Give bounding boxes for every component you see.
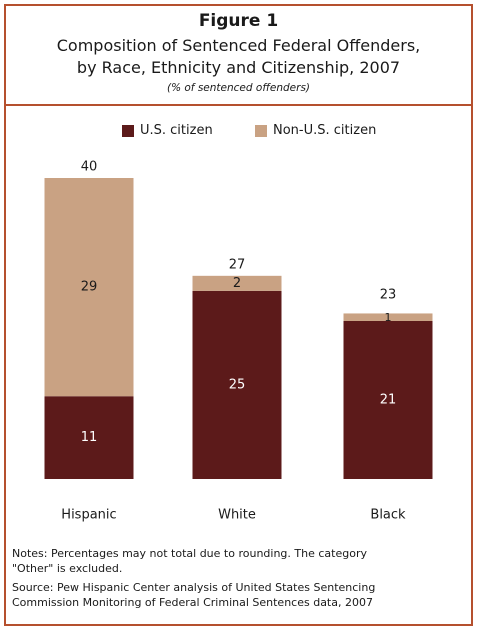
bar-label-white-non-us-citizen: 2 bbox=[233, 276, 241, 291]
bar-white-non-us-citizen bbox=[192, 275, 282, 291]
bar-total-white: 27 bbox=[229, 257, 246, 272]
note-line-1: Notes: Percentages may not total due to … bbox=[12, 547, 367, 560]
bar-label-white-us-citizen: 25 bbox=[229, 377, 246, 392]
bar-black-non-us-citizen bbox=[343, 313, 433, 321]
bar-chart: 11 29 40 Hispanic 25 2 27 White 21 1 23 Black bbox=[44, 160, 433, 523]
figure-label: Figure 1 bbox=[198, 11, 279, 31]
bar-hispanic-us-citizen bbox=[44, 396, 134, 479]
x-tick-label-white: White bbox=[218, 508, 256, 523]
x-tick-label-hispanic: Hispanic bbox=[61, 508, 116, 523]
bar-total-hispanic: 40 bbox=[81, 160, 98, 175]
chart-legend: U.S. citizen Non-U.S. citizen bbox=[0, 123, 469, 139]
bar-label-hispanic-non-us-citizen: 29 bbox=[81, 280, 98, 295]
legend-swatch-us-citizen bbox=[122, 124, 134, 137]
note-line-2: "Other" is excluded. bbox=[12, 562, 123, 575]
bar-label-black-us-citizen: 21 bbox=[380, 392, 397, 407]
bar-hispanic-non-us-citizen bbox=[44, 178, 134, 397]
figure-header: Figure 1 Composition of Sentenced Federa… bbox=[6, 6, 471, 106]
source-line-2: Commission Monitoring of Federal Crimina… bbox=[12, 596, 373, 609]
chart-subtitle: (% of sentenced offenders) bbox=[166, 82, 311, 94]
legend-item-non-us-citizen: Non-U.S. citizen bbox=[255, 123, 376, 138]
legend-swatch-non-us-citizen bbox=[255, 124, 267, 137]
legend-label-us-citizen: U.S. citizen bbox=[140, 123, 213, 138]
bar-white-us-citizen bbox=[192, 290, 282, 479]
notes-block: Notes: Percentages may not total due to … bbox=[12, 546, 462, 610]
chart-title: Composition of Sentenced Federal Offende… bbox=[6, 35, 471, 79]
bar-black-us-citizen bbox=[343, 320, 433, 479]
x-tick-label-black: Black bbox=[370, 508, 406, 523]
bar-label-hispanic-us-citizen: 11 bbox=[81, 430, 98, 445]
legend-item-us-citizen: U.S. citizen bbox=[122, 123, 213, 138]
legend-label-non-us-citizen: Non-U.S. citizen bbox=[273, 123, 377, 138]
figure-frame: Figure 1 Composition of Sentenced Federa… bbox=[4, 4, 473, 626]
chart-title-line-2: by Race, Ethnicity and Citizenship, 2007 bbox=[76, 58, 401, 77]
bar-label-black-non-us-citizen: 1 bbox=[385, 311, 392, 324]
bar-total-black: 23 bbox=[380, 287, 397, 302]
chart-title-line-1: Composition of Sentenced Federal Offende… bbox=[56, 36, 421, 55]
source-line-1: Source: Pew Hispanic Center analysis of … bbox=[12, 581, 376, 594]
